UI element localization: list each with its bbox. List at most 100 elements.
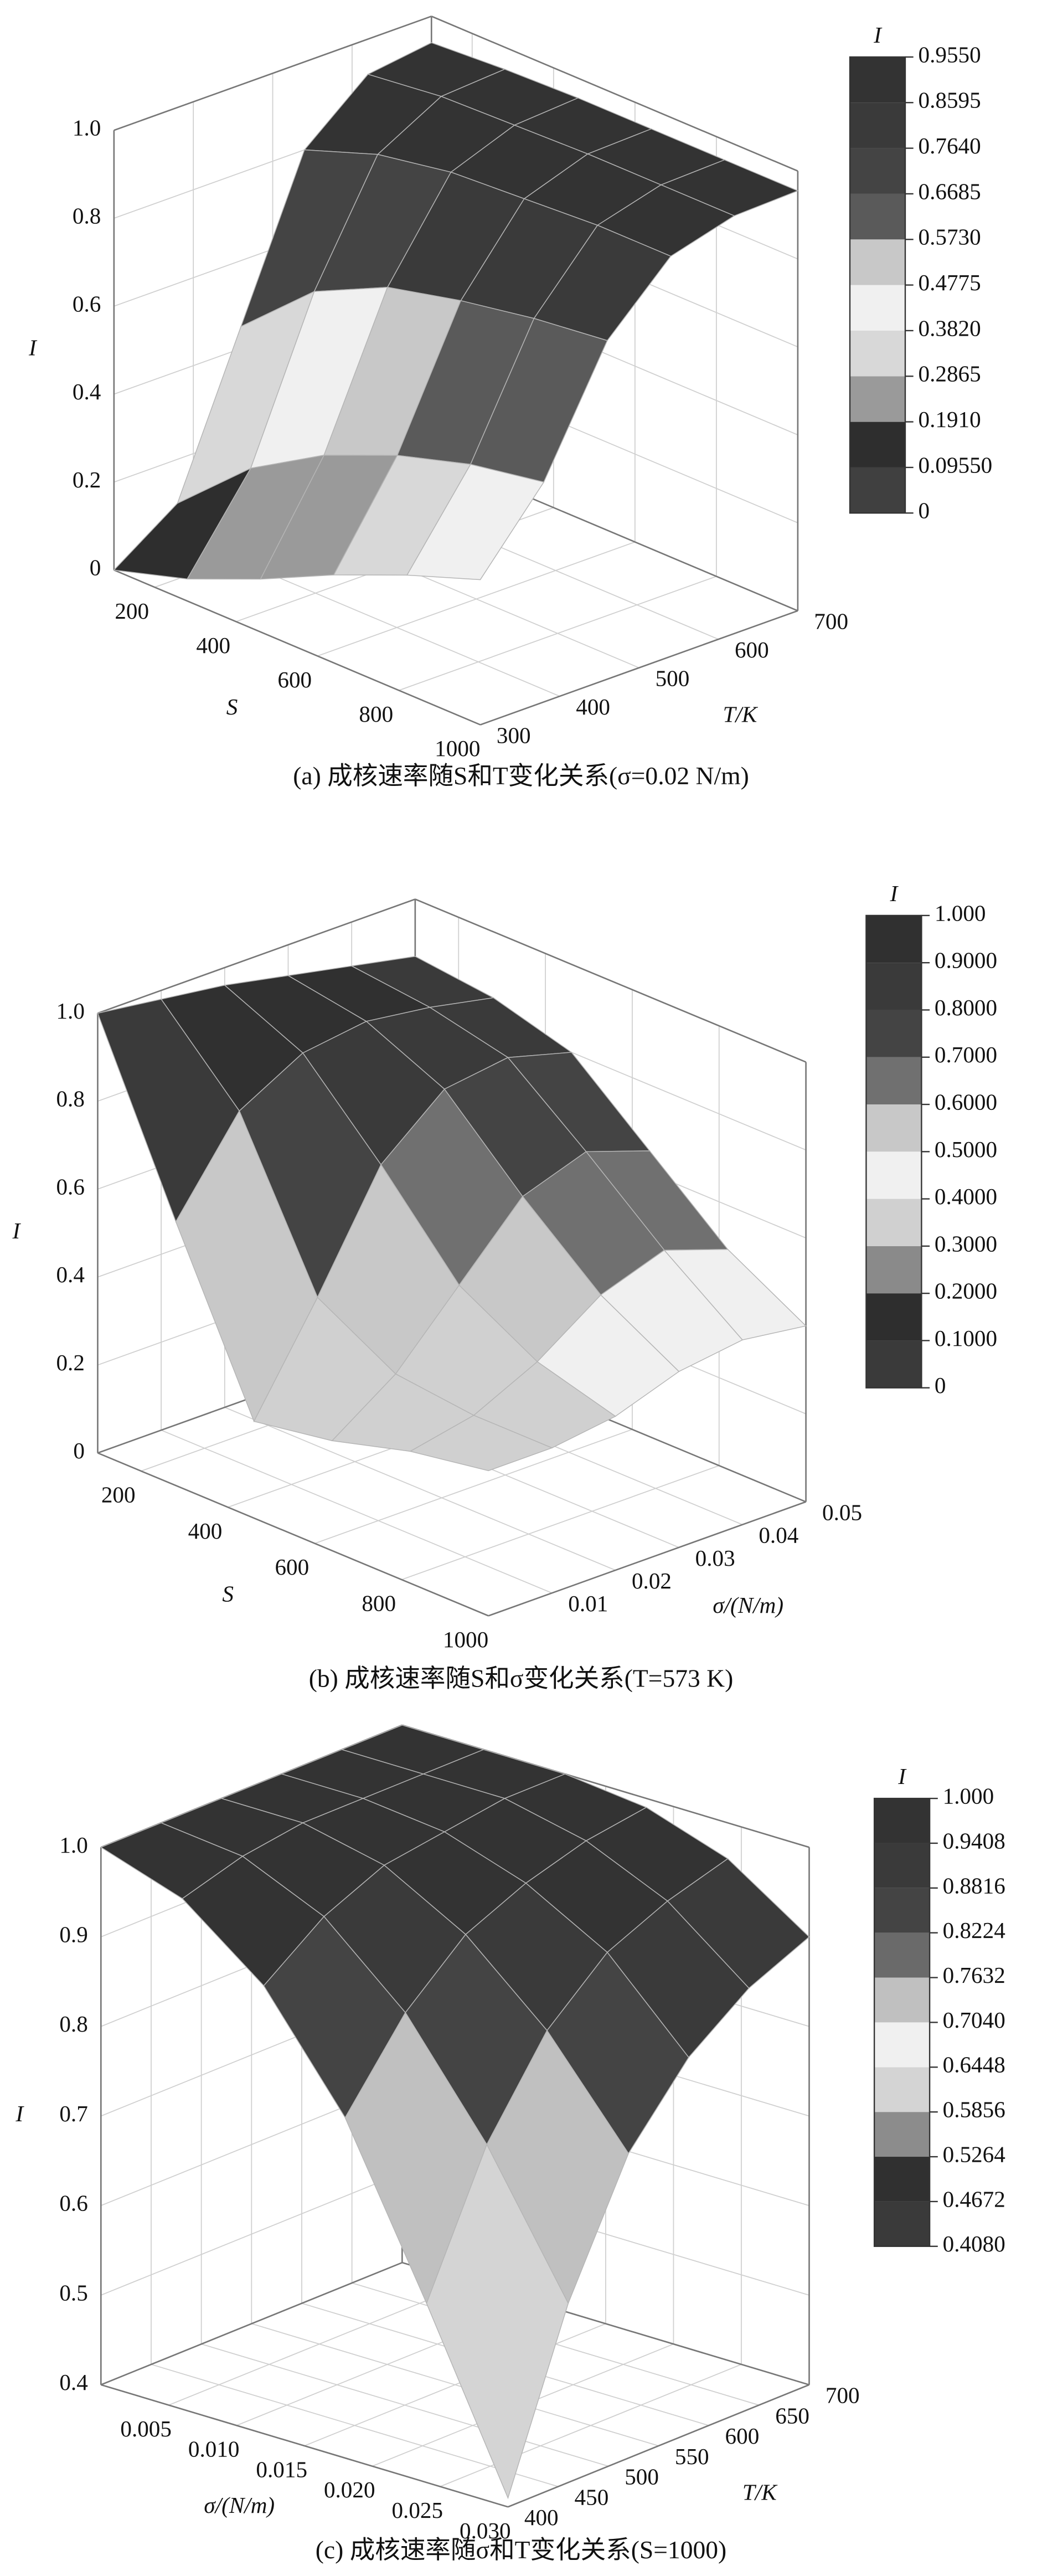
colorbar-tick-label: 0.5000 <box>935 1137 997 1162</box>
axis-frame <box>507 2384 809 2508</box>
axis-frame <box>415 898 807 1063</box>
z-axis-title: I <box>12 1218 22 1243</box>
z-tick-label: 0.4 <box>59 2369 87 2395</box>
z-tick-label: 0.6 <box>73 291 101 316</box>
colorbar-band <box>874 2157 930 2202</box>
colorbar-tick-label: 0.5856 <box>943 2097 1005 2122</box>
colorbar-tick-label: 0.6000 <box>935 1089 997 1114</box>
grid-line <box>100 2172 403 2296</box>
colorbar-band <box>850 239 905 285</box>
y-tick-label: 0.02 <box>632 1568 672 1593</box>
y-tick-label: 400 <box>576 694 610 719</box>
colorbar-tick-label: 0.8000 <box>935 995 997 1020</box>
y-tick-label: 300 <box>497 723 531 748</box>
chart-c: 0.005 0.010 0.015 0.020 0.025 0.030 400 450 500 5… <box>15 1724 1005 2564</box>
z-tick-label: 0.6 <box>59 2191 87 2216</box>
y-tick-label: 700 <box>826 2383 860 2408</box>
axis-frame <box>431 16 798 172</box>
axis-frame <box>114 16 432 131</box>
colorbar-band <box>866 1104 922 1152</box>
y-tick-label: 700 <box>814 609 848 634</box>
y-tick-label: 450 <box>575 2484 609 2510</box>
axis-frame <box>488 1501 807 1617</box>
colorbar-tick-label: 0.7000 <box>935 1042 997 1067</box>
y-tick-label: 400 <box>524 2505 559 2530</box>
colorbar-tick-label: 0.4080 <box>943 2231 1005 2256</box>
colorbar-band <box>866 1057 922 1105</box>
axis-frame <box>100 2384 508 2508</box>
z-tick-label: 0.5 <box>59 2280 87 2305</box>
y-tick-label: 600 <box>725 2423 760 2449</box>
grid-line <box>161 1430 553 1594</box>
chart-b: 200 400 600 800 1000 0.01 0.02 0.03 0.04 0.05 0 0.2… <box>12 881 998 1692</box>
colorbar-band <box>850 421 905 467</box>
colorbar-tick-label: 0.5264 <box>943 2141 1005 2167</box>
z-tick-label: 0.4 <box>56 1262 84 1287</box>
colorbar-tick-label: 0.7040 <box>943 2007 1005 2033</box>
surface-patch <box>406 464 545 580</box>
colorbar-band <box>874 1843 930 1888</box>
colorbar-band <box>850 102 905 148</box>
colorbar-band <box>874 2067 930 2112</box>
z-tick-label: 1.0 <box>73 115 101 141</box>
y-axis-title: T/K <box>742 2480 778 2505</box>
colorbar-tick-label: 0.6448 <box>943 2052 1005 2078</box>
colorbar-band <box>866 1151 922 1199</box>
y-tick-label: 0.03 <box>695 1545 735 1571</box>
x-tick-label: 200 <box>101 1482 136 1508</box>
colorbar-band <box>866 1340 922 1388</box>
axis-frame <box>97 898 416 1014</box>
colorbar-tick-label: 0.3820 <box>919 315 981 341</box>
y-axis-title: T/K <box>723 701 759 727</box>
colorbar-tick-label: 0.1000 <box>935 1325 997 1351</box>
x-tick-label: 400 <box>188 1518 223 1544</box>
x-tick-label: 400 <box>196 633 230 658</box>
colorbar-tick-label: 1.000 <box>935 900 986 925</box>
caption: (b) 成核速率随S和σ变化关系(T=573 K) <box>309 1664 734 1692</box>
z-axis-title: I <box>15 2101 24 2126</box>
x-axis-title: S <box>226 694 238 719</box>
x-tick-label: 0.025 <box>391 2497 443 2523</box>
colorbar-band <box>850 148 905 194</box>
caption: (a) 成核速率随S和T变化关系(σ=0.02 N/m) <box>293 762 749 790</box>
z-axis-title: I <box>28 335 38 361</box>
x-tick-label: 1000 <box>435 736 480 761</box>
colorbar-band <box>866 915 922 963</box>
colorbar-band <box>874 1888 930 1933</box>
colorbar-tick-label: 0.8224 <box>943 1917 1005 1943</box>
colorbar-band <box>874 2201 930 2246</box>
colorbar-band <box>850 193 905 240</box>
colorbar-tick-label: 0.3000 <box>935 1231 997 1256</box>
colorbar-tick-label: 0.9408 <box>943 1828 1005 1853</box>
colorbar-band <box>850 376 905 422</box>
x-tick-label: 0.030 <box>460 2518 511 2543</box>
axis-frame <box>97 1452 489 1617</box>
z-tick-label: 1.0 <box>56 998 84 1024</box>
colorbar-tick-label: 0.09550 <box>919 452 993 477</box>
z-tick-label: 0.4 <box>73 379 101 404</box>
grid-line <box>314 1429 633 1544</box>
colorbar-title: I <box>873 22 883 48</box>
y-tick-label: 0.01 <box>568 1591 608 1616</box>
x-tick-label: 1000 <box>443 1627 488 1652</box>
z-tick-label: 0.2 <box>56 1350 84 1375</box>
colorbar-tick-label: 0.4672 <box>943 2186 1005 2212</box>
y-tick-label: 650 <box>775 2403 809 2428</box>
colorbar-band <box>874 1977 930 2023</box>
y-tick-label: 0.04 <box>759 1523 798 1548</box>
surface-patch <box>409 1415 553 1472</box>
surface-patch <box>426 2143 569 2500</box>
chart-a: 200 400 600 800 1000 300 400 500 600 700 0 0.2 0.4 0.… <box>28 16 993 790</box>
colorbar-tick-label: 0 <box>935 1372 946 1398</box>
z-tick-label: 0 <box>73 1438 85 1463</box>
colorbar-tick-label: 0.4775 <box>919 270 981 295</box>
colorbar-band <box>874 2112 930 2157</box>
colorbar-tick-label: 0.4000 <box>935 1184 997 1209</box>
x-tick-label: 0.005 <box>120 2416 172 2441</box>
colorbar-band <box>866 1293 922 1341</box>
x-axis-title: σ/(N/m) <box>204 2492 275 2518</box>
z-tick-label: 0.8 <box>73 203 101 228</box>
y-tick-label: 500 <box>656 666 690 691</box>
colorbar-tick-label: 1.000 <box>943 1783 994 1809</box>
